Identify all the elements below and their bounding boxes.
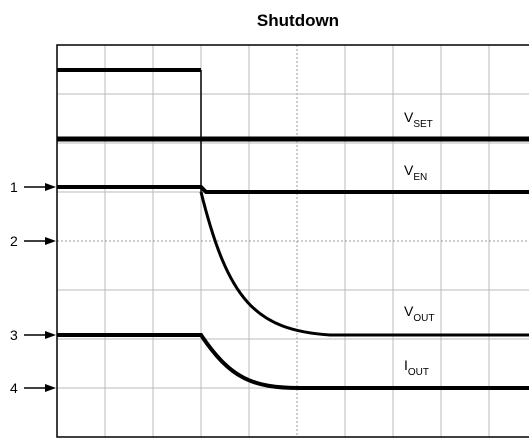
trace-label: VEN bbox=[404, 162, 427, 183]
trace-label-sub: OUT bbox=[413, 313, 434, 324]
trace-label: IOUT bbox=[404, 357, 429, 378]
trace-label-sub: SET bbox=[413, 119, 432, 130]
trace-ven bbox=[57, 185, 529, 194]
plot-border bbox=[56, 44, 529, 438]
title: Shutdown bbox=[257, 11, 339, 30]
trace-vout bbox=[199, 191, 529, 337]
channel-arrowhead bbox=[45, 384, 56, 392]
trace-label-main: V bbox=[404, 162, 414, 178]
trace-label: VSET bbox=[404, 109, 433, 130]
channel-arrowhead bbox=[45, 183, 56, 191]
channel-markers: 1 2 3 4 bbox=[10, 179, 56, 396]
trace-label-main: V bbox=[404, 303, 414, 319]
trace-label-sub: EN bbox=[413, 172, 427, 183]
grid bbox=[57, 45, 529, 437]
trace-label-sub: OUT bbox=[408, 367, 429, 378]
traces bbox=[57, 68, 529, 390]
trace-label-main: V bbox=[404, 109, 414, 125]
trace-iout bbox=[57, 333, 529, 390]
channel-label: 1 bbox=[10, 179, 18, 195]
channel-arrowhead bbox=[45, 237, 56, 245]
channel-label: 3 bbox=[10, 327, 18, 343]
trace-label: VOUT bbox=[404, 303, 434, 324]
channel-arrowhead bbox=[45, 331, 56, 339]
channel-label: 2 bbox=[10, 233, 18, 249]
trace-label-main: I bbox=[404, 357, 408, 373]
channel-label: 4 bbox=[10, 380, 18, 396]
